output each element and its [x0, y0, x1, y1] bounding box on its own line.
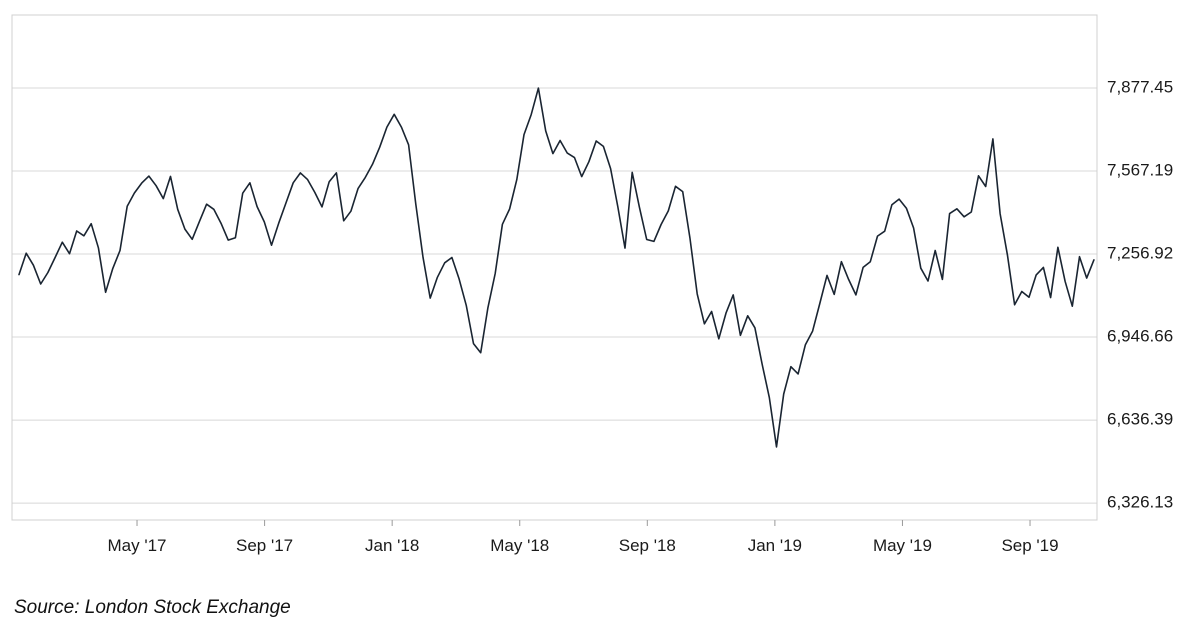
x-axis-label: Sep '17	[236, 536, 293, 555]
plot-border	[11, 14, 1098, 521]
x-axis-label: Jan '18	[365, 536, 419, 555]
x-axis-label: May '17	[108, 536, 167, 555]
y-axis-label: 6,946.66	[1107, 327, 1173, 346]
x-axis-label: May '19	[873, 536, 932, 555]
line-chart: 7,877.45 7,567.19 7,256.92 6,946.66 6,636.39…	[11, 14, 1173, 555]
y-axis-label: 7,567.19	[1107, 160, 1173, 179]
source-note: Source: London Stock Exchange	[14, 597, 291, 618]
price-line-series	[18, 87, 1095, 448]
x-axis-label: Sep '18	[619, 536, 676, 555]
y-axis-label: 7,877.45	[1107, 77, 1173, 96]
y-axis-label: 6,636.39	[1107, 410, 1173, 429]
y-axis-label: 6,326.13	[1107, 493, 1173, 512]
x-axis-label: Sep '19	[1001, 536, 1058, 555]
x-axis-label: May '18	[490, 536, 549, 555]
chart-canvas: 7,877.45 7,567.19 7,256.92 6,946.66 6,636.39…	[11, 14, 1173, 555]
y-axis-label: 7,256.92	[1107, 243, 1173, 262]
x-axis-label: Jan '19	[748, 536, 802, 555]
